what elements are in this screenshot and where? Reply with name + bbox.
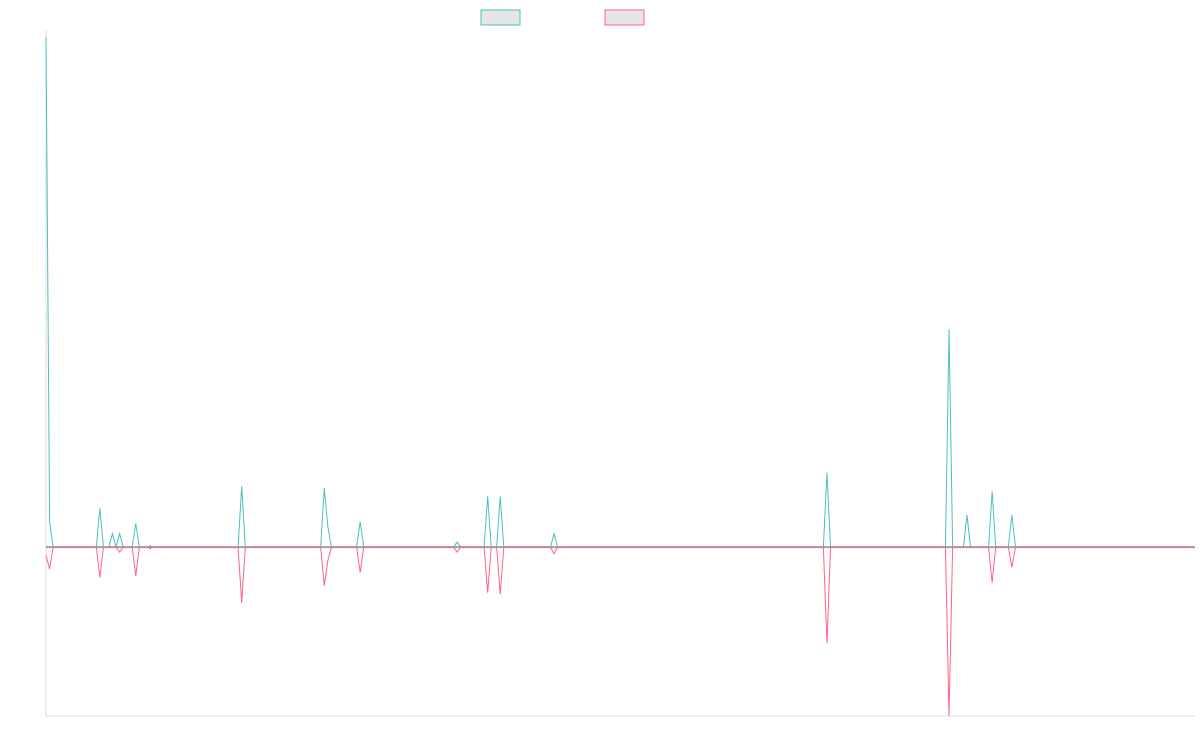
legend[interactable] [480,9,645,26]
legend-item-2[interactable] [604,9,645,26]
series-line-2 [45,546,1195,717]
legend-item-1[interactable] [480,9,521,26]
legend-swatch-1[interactable] [480,9,521,26]
series-line-1 [45,36,1195,550]
series-layer [45,36,1195,717]
legend-swatch-2[interactable] [604,9,645,26]
